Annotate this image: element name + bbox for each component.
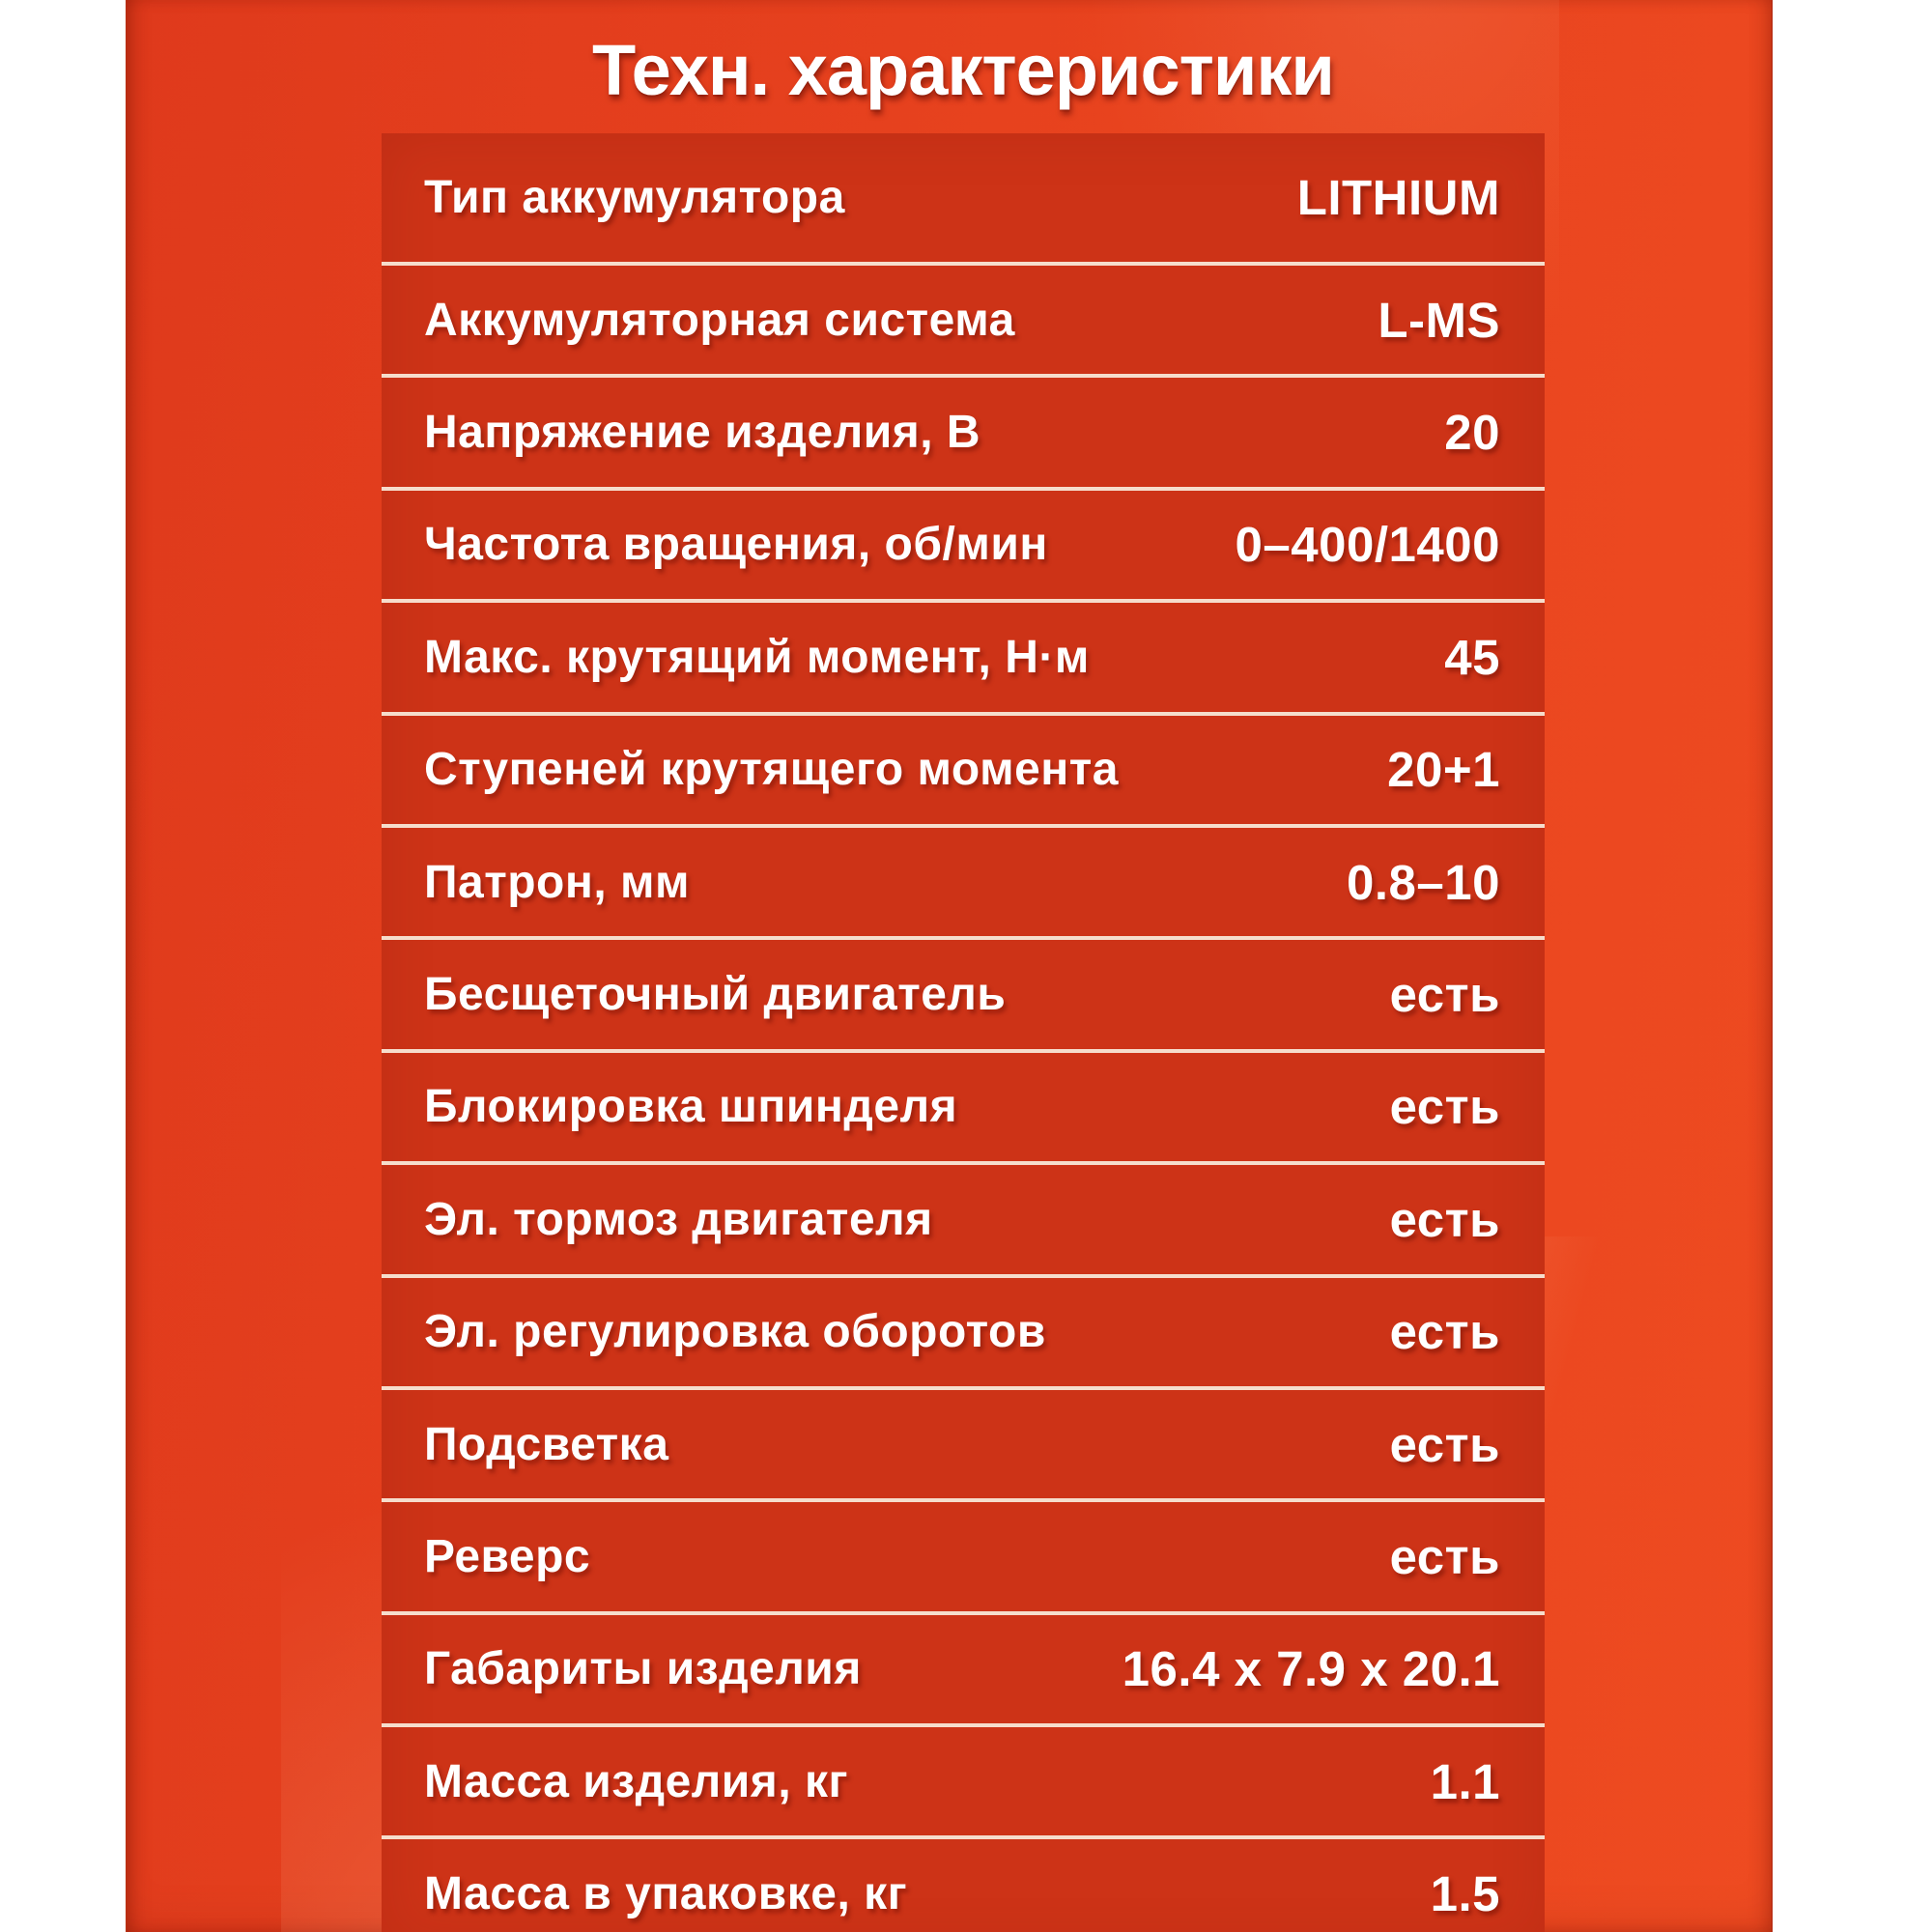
table-row: Частота вращения, об/мин 0–400/1400 <box>382 486 1545 599</box>
table-row: Макс. крутящий момент, Н·м 45 <box>382 599 1545 711</box>
table-row: Подсветка есть <box>382 1385 1545 1498</box>
spec-label: Эл. тормоз двигателя <box>424 1193 933 1245</box>
table-row: Масса изделия, кг 1.1 <box>382 1723 1545 1835</box>
spec-table: Тип аккумулятора LITHIUM Аккумуляторная … <box>382 133 1545 1932</box>
spec-label: Реверс <box>424 1530 591 1582</box>
spec-value: 0.8–10 <box>1347 854 1500 910</box>
spec-value: есть <box>1389 1528 1500 1584</box>
spec-value: LITHIUM <box>1296 170 1500 225</box>
spec-label: Аккумуляторная система <box>424 294 1015 346</box>
spec-label: Эл. регулировка оборотов <box>424 1306 1046 1358</box>
spec-value: 16.4 x 7.9 x 20.1 <box>1122 1641 1500 1697</box>
spec-label: Частота вращения, об/мин <box>424 519 1048 571</box>
spec-label: Бесщеточный двигатель <box>424 969 1007 1021</box>
spec-label: Блокировка шпинделя <box>424 1081 958 1133</box>
table-row: Блокировка шпинделя есть <box>382 1048 1545 1161</box>
spec-value: есть <box>1389 1304 1500 1360</box>
spec-value: есть <box>1389 1191 1500 1247</box>
spec-label: Масса изделия, кг <box>424 1755 848 1807</box>
spec-label: Ступеней крутящего момента <box>424 744 1119 796</box>
spec-value: 20+1 <box>1387 742 1500 798</box>
spec-value: L-MS <box>1378 292 1500 348</box>
spec-label: Тип аккумулятора <box>424 172 845 223</box>
spec-label: Габариты изделия <box>424 1643 862 1695</box>
table-row: Тип аккумулятора LITHIUM <box>382 133 1545 262</box>
table-row: Бесщеточный двигатель есть <box>382 936 1545 1048</box>
table-row: Эл. регулировка оборотов есть <box>382 1273 1545 1386</box>
table-row: Ступеней крутящего момента 20+1 <box>382 711 1545 824</box>
spec-value: есть <box>1389 967 1500 1023</box>
spec-value: есть <box>1389 1079 1500 1135</box>
table-row: Эл. тормоз двигателя есть <box>382 1161 1545 1273</box>
spec-label: Подсветка <box>424 1418 669 1470</box>
spec-label: Масса в упаковке, кг <box>424 1868 908 1920</box>
spec-value: 0–400/1400 <box>1235 517 1500 573</box>
spec-value: есть <box>1389 1416 1500 1472</box>
table-row: Масса в упаковке, кг 1.5 <box>382 1835 1545 1932</box>
spec-label: Патрон, мм <box>424 856 691 908</box>
table-row: Реверс есть <box>382 1498 1545 1610</box>
spec-label: Макс. крутящий момент, Н·м <box>424 631 1090 683</box>
table-row: Напряжение изделия, В 20 <box>382 374 1545 486</box>
table-row: Габариты изделия 16.4 x 7.9 x 20.1 <box>382 1610 1545 1723</box>
spec-value: 1.5 <box>1430 1866 1500 1922</box>
table-row: Аккумуляторная система L-MS <box>382 262 1545 374</box>
spec-value: 1.1 <box>1430 1753 1500 1809</box>
spec-label: Напряжение изделия, В <box>424 407 981 459</box>
page-title: Техн. характеристики <box>592 30 1335 110</box>
spec-value: 45 <box>1444 629 1500 685</box>
table-row: Патрон, мм 0.8–10 <box>382 823 1545 936</box>
spec-value: 20 <box>1444 405 1500 461</box>
